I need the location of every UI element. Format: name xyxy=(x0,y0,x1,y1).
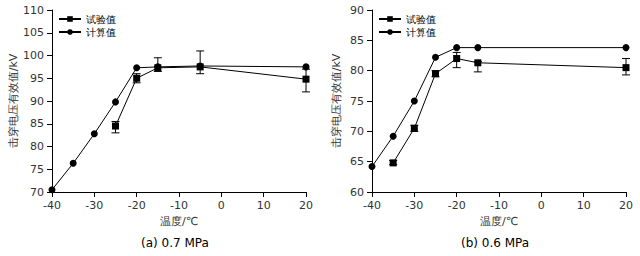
svg-text:0: 0 xyxy=(218,199,225,212)
svg-text:70: 70 xyxy=(350,125,364,138)
svg-text:90: 90 xyxy=(30,95,44,108)
svg-text:-20: -20 xyxy=(448,199,466,212)
svg-text:80: 80 xyxy=(350,64,364,77)
svg-text:-10: -10 xyxy=(490,199,508,212)
svg-text:击穿电压有效值/kV: 击穿电压有效值/kV xyxy=(330,53,343,148)
svg-text:10: 10 xyxy=(257,199,271,212)
svg-text:20: 20 xyxy=(299,199,313,212)
svg-text:105: 105 xyxy=(23,26,44,39)
svg-text:试验值: 试验值 xyxy=(406,14,436,25)
svg-text:-10: -10 xyxy=(170,199,188,212)
svg-text:0: 0 xyxy=(538,199,545,212)
svg-text:-30: -30 xyxy=(85,199,103,212)
svg-text:95: 95 xyxy=(30,72,44,85)
svg-text:75: 75 xyxy=(30,163,44,176)
svg-text:-20: -20 xyxy=(128,199,146,212)
svg-text:(b) 0.6 MPa: (b) 0.6 MPa xyxy=(461,236,529,250)
svg-text:90: 90 xyxy=(350,4,364,17)
svg-text:110: 110 xyxy=(23,4,44,17)
svg-text:60: 60 xyxy=(350,186,364,199)
svg-text:计算值: 计算值 xyxy=(86,27,116,38)
svg-text:65: 65 xyxy=(350,155,364,168)
svg-text:85: 85 xyxy=(350,34,364,47)
svg-text:-30: -30 xyxy=(405,199,423,212)
svg-text:80: 80 xyxy=(30,140,44,153)
svg-text:85: 85 xyxy=(30,117,44,130)
svg-text:试验值: 试验值 xyxy=(86,14,116,25)
svg-text:(a) 0.7 MPa: (a) 0.7 MPa xyxy=(141,236,209,250)
svg-text:-40: -40 xyxy=(363,199,381,212)
svg-text:70: 70 xyxy=(30,186,44,199)
svg-text:-40: -40 xyxy=(43,199,61,212)
svg-text:温度/℃: 温度/℃ xyxy=(480,215,518,228)
svg-text:计算值: 计算值 xyxy=(406,27,436,38)
svg-text:温度/℃: 温度/℃ xyxy=(160,215,198,228)
svg-text:20: 20 xyxy=(619,199,633,212)
svg-text:100: 100 xyxy=(23,49,44,62)
svg-text:10: 10 xyxy=(577,199,591,212)
svg-text:击穿电压有效值/kV: 击穿电压有效值/kV xyxy=(7,53,20,148)
svg-text:75: 75 xyxy=(350,95,364,108)
